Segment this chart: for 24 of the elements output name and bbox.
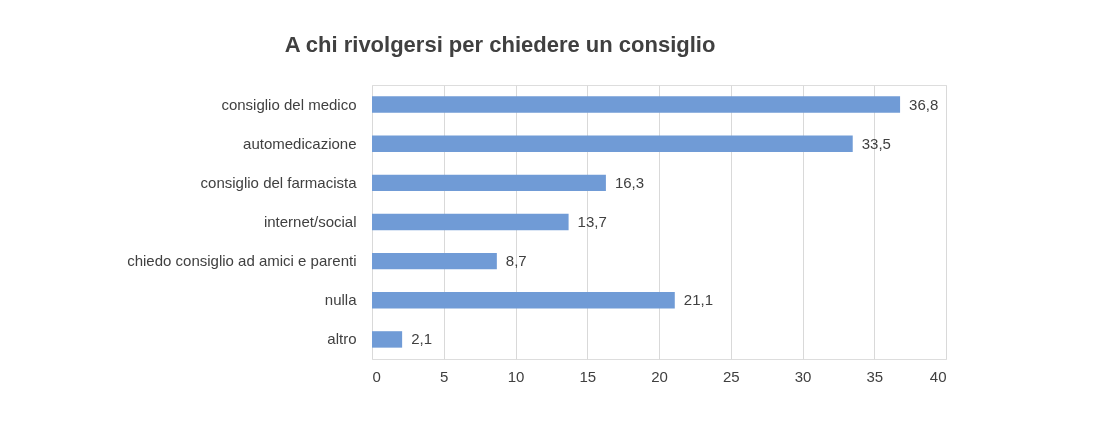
data-label: 21,1 [683, 291, 713, 309]
x-tick-label: 35 [866, 367, 884, 385]
data-label: 16,3 [614, 173, 645, 191]
y-tick-label: nulla [324, 291, 358, 309]
x-tick-label: 5 [440, 367, 449, 385]
data-label: 2,1 [411, 330, 432, 348]
y-tick-label: chiedo consiglio ad amici e parenti [127, 252, 357, 270]
x-tick-label: 20 [651, 367, 668, 385]
data-label: 13,7 [577, 213, 607, 230]
x-tick-label: 0 [372, 367, 381, 385]
y-tick-label: internet/social [263, 213, 357, 230]
x-tick-label: 40 [929, 367, 947, 385]
x-tick-label: 25 [722, 367, 740, 385]
y-tick-label: consiglio del medico [221, 95, 357, 113]
chart-title: A chi rivolgersi per chiedere un consiglio [284, 32, 716, 57]
y-tick-label: consiglio del farmacista [200, 173, 358, 191]
x-tick-label: 30 [794, 367, 812, 385]
y-tick-label: automedicazione [243, 134, 357, 152]
data-label: 33,5 [861, 134, 891, 152]
data-label: 36,8 [909, 95, 939, 113]
x-tick-label: 10 [507, 367, 525, 385]
data-label: 8,7 [505, 252, 527, 270]
y-tick-label: altro [327, 330, 357, 348]
x-tick-label: 15 [579, 367, 597, 385]
